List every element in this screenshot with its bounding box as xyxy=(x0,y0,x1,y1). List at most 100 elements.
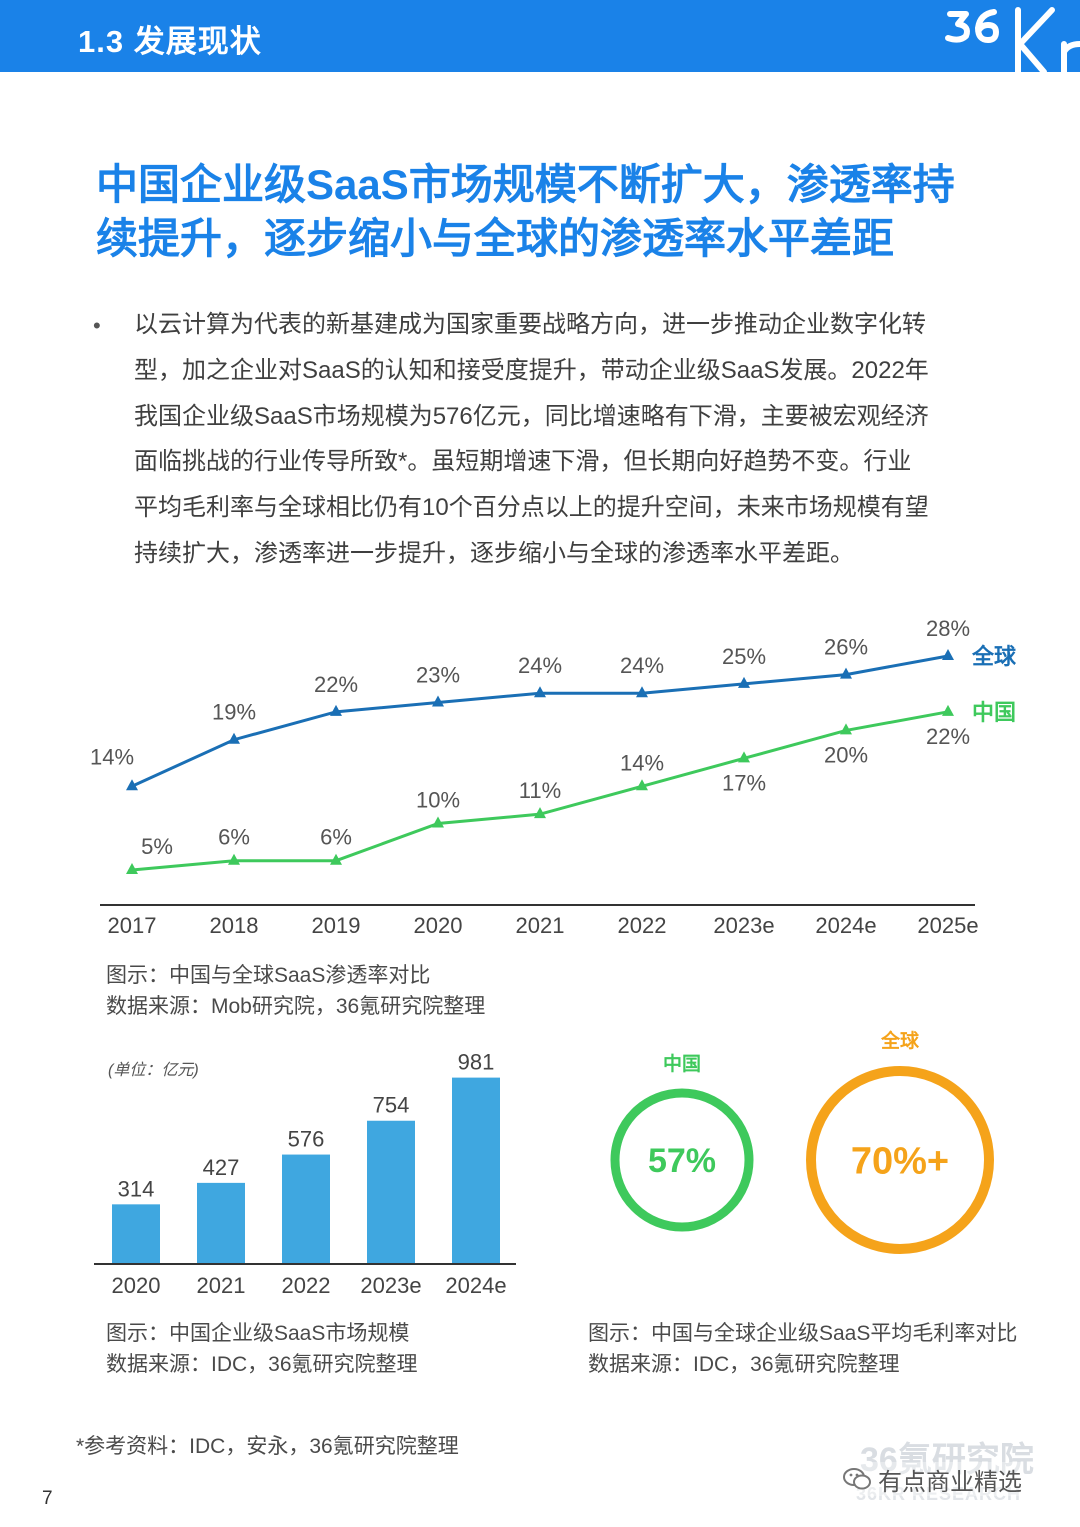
global-data-label: 23% xyxy=(416,663,460,688)
china-data-point xyxy=(432,816,444,828)
section-header-bar: 1.3 发展现状 xyxy=(0,0,1080,72)
global-data-point xyxy=(942,649,954,660)
wechat-account-badge: 有点商业精选 xyxy=(842,1462,1022,1496)
x-tick-label: 2022 xyxy=(618,913,667,938)
bar-value-label: 981 xyxy=(458,1050,495,1075)
bar-category-label: 2023e xyxy=(360,1273,421,1298)
headline-line-2: 续提升，逐步缩小与全球的渗透率水平差距 xyxy=(96,215,895,262)
global-data-point xyxy=(228,732,240,744)
china-data-point xyxy=(330,853,342,865)
page-headline: 中国企业级SaaS市场规模不断扩大，渗透率持 续提升，逐步缩小与全球的渗透率水平… xyxy=(96,158,996,266)
global-data-label: 26% xyxy=(824,635,868,660)
global-legend-label: 全球 xyxy=(971,644,1017,669)
global-data-point xyxy=(636,686,648,698)
paragraph-line: 以云计算为代表的新基建成为国家重要战略方向，进一步推动企业数字化转 xyxy=(134,311,926,338)
x-tick-label: 2017 xyxy=(108,913,157,938)
unit-label: (单位：亿元) xyxy=(108,1061,199,1079)
bar-category-label: 2024e xyxy=(445,1273,506,1298)
x-tick-label: 2024e xyxy=(815,913,876,938)
market-size-bar xyxy=(112,1204,160,1264)
china-legend-label: 中国 xyxy=(972,700,1016,725)
global-data-label: 24% xyxy=(518,653,562,678)
china-data-label: 22% xyxy=(926,724,970,749)
paragraph-line: 平均毛利率与全球相比仍有10个百分点以上的提升空间，未来市场规模有望 xyxy=(134,494,929,522)
watermark-title: 36氪研究院 xyxy=(860,1441,1034,1479)
china-data-label: 5% xyxy=(141,834,173,859)
china-data-point xyxy=(636,779,648,791)
china-data-point xyxy=(534,807,546,819)
bar-category-label: 2021 xyxy=(197,1273,246,1298)
china-data-label: 6% xyxy=(320,825,352,850)
market-size-bar xyxy=(452,1077,500,1264)
china-data-point xyxy=(126,863,138,874)
global-data-point xyxy=(126,779,138,791)
china-data-point xyxy=(840,723,852,735)
bullet-marker: • xyxy=(93,313,101,338)
headline-line-1: 中国企业级SaaS市场规模不断扩大，渗透率持 xyxy=(96,161,955,208)
watermark-subtitle: 36KR RESEARCH xyxy=(856,1484,1022,1504)
paragraph-line: 持续扩大，渗透率进一步提升，逐步缩小与全球的渗透率水平差距。 xyxy=(134,539,854,567)
global-data-label: 28% xyxy=(926,616,970,641)
global-data-point xyxy=(330,704,342,716)
china-data-label: 20% xyxy=(824,742,868,767)
wechat-icon xyxy=(843,1468,871,1490)
china-data-label: 10% xyxy=(416,787,460,812)
bar-value-label: 314 xyxy=(118,1176,155,1201)
china-data-label: 6% xyxy=(218,825,250,850)
global-ring xyxy=(806,1066,994,1254)
reference-footnote: *参考资料：IDC，安永，36氪研究院整理 xyxy=(76,1435,459,1458)
ring-chart-source-label: 数据来源：IDC，36氪研究院整理 xyxy=(588,1353,900,1376)
bar-category-label: 2022 xyxy=(282,1273,331,1298)
china-ring-value: 57% xyxy=(648,1142,716,1180)
global-data-point xyxy=(432,695,444,707)
line-chart-figure-label: 图示：中国与全球SaaS渗透率对比 xyxy=(106,964,431,987)
x-tick-label: 2023e xyxy=(713,913,774,938)
ring-chart-caption: 图示：中国与全球企业级SaaS平均毛利率对比 数据来源：IDC，36氪研究院整理 xyxy=(588,1318,1017,1380)
bar-chart-source-label: 数据来源：IDC，36氪研究院整理 xyxy=(106,1353,418,1376)
market-size-bar xyxy=(282,1154,330,1264)
gross-margin-ring-chart: 中国 57% 全球 70%+ xyxy=(610,1029,994,1254)
market-size-bar xyxy=(367,1120,415,1264)
global-data-point xyxy=(738,676,750,688)
bar-value-label: 427 xyxy=(203,1155,240,1180)
page-number: 7 xyxy=(42,1488,53,1509)
global-data-point xyxy=(840,667,852,679)
bar-chart-figure-label: 图示：中国企业级SaaS市场规模 xyxy=(106,1322,410,1345)
global-ring-title: 全球 xyxy=(880,1029,920,1052)
china-ring xyxy=(610,1088,754,1232)
x-tick-label: 2019 xyxy=(312,913,361,938)
penetration-line-chart: 2017 2018 2019 2020 2021 2022 2023e 2024e 2025e 1… xyxy=(90,616,1017,938)
china-data-point xyxy=(738,751,750,763)
global-data-label: 24% xyxy=(620,653,664,678)
brand-logo xyxy=(945,7,1080,72)
line-chart-caption: 图示：中国与全球SaaS渗透率对比 数据来源：Mob研究院，36氪研究院整理 xyxy=(106,960,485,1022)
china-ring-title: 中国 xyxy=(663,1052,701,1075)
global-data-label: 14% xyxy=(90,744,134,769)
global-ring-value: 70%+ xyxy=(851,1141,949,1183)
china-data-point xyxy=(942,704,954,716)
market-size-bar-chart: (单位：亿元) 314 2020 427 2021 576 2022 754 2023e 981 2… xyxy=(94,1050,516,1298)
paragraph-line: 我国企业级SaaS市场规模为576亿元，同比增速略有下滑，主要被宏观经济 xyxy=(134,402,929,430)
line-chart-source-label: 数据来源：Mob研究院，36氪研究院整理 xyxy=(106,995,486,1018)
ring-chart-figure-label: 图示：中国与全球企业级SaaS平均毛利率对比 xyxy=(588,1322,1018,1345)
market-size-bar xyxy=(197,1182,245,1264)
section-title: 1.3 发展现状 xyxy=(78,24,262,59)
bar-chart-caption: 图示：中国企业级SaaS市场规模 数据来源：IDC，36氪研究院整理 xyxy=(106,1318,418,1380)
x-tick-label: 2025e xyxy=(917,913,978,938)
global-data-label: 25% xyxy=(722,644,766,669)
global-data-point xyxy=(534,686,546,698)
china-data-point xyxy=(228,853,240,865)
china-data-label: 14% xyxy=(620,750,664,775)
x-tick-label: 2021 xyxy=(516,913,565,938)
bar-value-label: 754 xyxy=(373,1093,410,1118)
global-data-label: 19% xyxy=(212,700,256,725)
bar-value-label: 576 xyxy=(288,1127,325,1152)
bar-category-label: 2020 xyxy=(112,1273,161,1298)
paragraph-line: 型，加之企业对SaaS的认知和接受度提升，带动企业级SaaS发展。2022年 xyxy=(134,356,929,384)
china-data-label: 11% xyxy=(519,778,561,803)
wechat-account-name: 有点商业精选 xyxy=(878,1468,1022,1496)
paragraph-line: 面临挑战的行业传导所致*。虽短期增速下滑，但长期向好趋势不变。行业 xyxy=(134,448,912,476)
global-data-label: 22% xyxy=(314,672,358,697)
body-paragraph: 以云计算为代表的新基建成为国家重要战略方向，进一步推动企业数字化转 型，加之企业… xyxy=(134,302,990,577)
china-data-label: 17% xyxy=(722,770,766,795)
